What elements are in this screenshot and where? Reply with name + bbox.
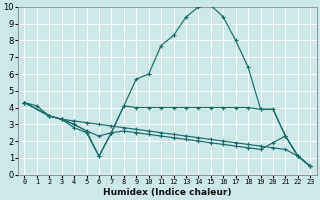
X-axis label: Humidex (Indice chaleur): Humidex (Indice chaleur) bbox=[103, 188, 232, 197]
